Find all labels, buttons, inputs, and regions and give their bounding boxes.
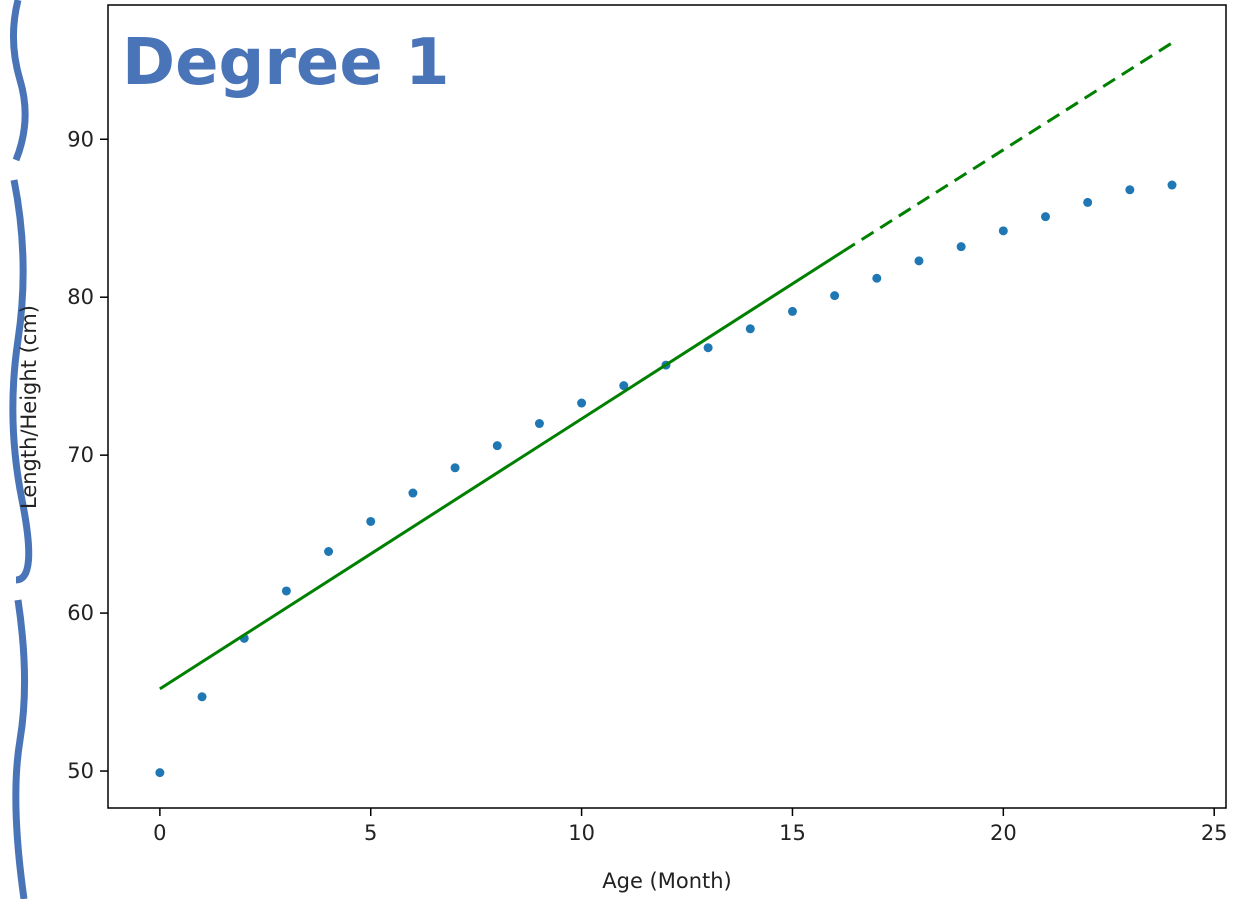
data-point [1083, 197, 1093, 207]
x-axis-label: Age (Month) [602, 869, 732, 893]
data-point [914, 256, 924, 266]
data-point [998, 226, 1008, 236]
data-point [155, 768, 165, 778]
data-point [408, 488, 418, 498]
data-point [281, 586, 291, 596]
data-point [1041, 212, 1051, 222]
data-point [872, 273, 882, 283]
y-tick-label: 80 [67, 285, 94, 309]
data-point [956, 242, 966, 252]
data-point [703, 343, 713, 353]
data-point [619, 381, 629, 391]
fit-line [159, 250, 844, 691]
y-tick-label: 70 [67, 443, 94, 467]
annotation: Degree 1 [122, 26, 450, 100]
data-point [787, 306, 797, 316]
data-point [492, 441, 502, 451]
x-tick-label: 10 [568, 821, 595, 845]
data-point [1167, 180, 1177, 190]
decoration [9, 0, 33, 899]
x-tick-label: 0 [153, 821, 166, 845]
plot-frame [107, 4, 1227, 809]
y-tick-label: 60 [67, 601, 94, 625]
data-point [366, 516, 376, 526]
y-axis-label: Length/Height (cm) [17, 305, 41, 509]
y-tick-label: 90 [67, 127, 94, 151]
data-point [830, 291, 840, 301]
y-tick-label: 50 [67, 759, 94, 783]
x-tick-label: 15 [779, 821, 806, 845]
fit-line [842, 41, 1173, 253]
data-point [1125, 185, 1135, 195]
x-tick-label: 5 [364, 821, 377, 845]
data-point [324, 546, 334, 556]
data-point [745, 324, 755, 334]
data-point [534, 419, 544, 429]
data-point [450, 463, 460, 473]
x-tick-label: 25 [1201, 821, 1228, 845]
data-point [197, 692, 207, 702]
x-tick-label: 20 [990, 821, 1017, 845]
data-point [577, 398, 587, 408]
